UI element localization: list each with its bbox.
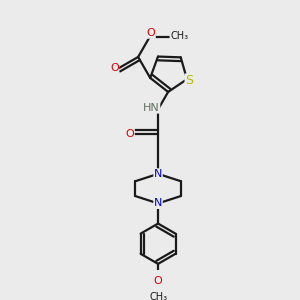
- Text: HN: HN: [143, 103, 160, 113]
- Text: CH₃: CH₃: [170, 31, 188, 41]
- Text: O: O: [154, 276, 162, 286]
- Text: CH₃: CH₃: [149, 292, 168, 300]
- Text: O: O: [146, 28, 155, 38]
- Text: O: O: [110, 63, 119, 74]
- Text: N: N: [154, 198, 162, 208]
- Text: O: O: [125, 129, 134, 139]
- Text: N: N: [154, 169, 162, 179]
- Text: S: S: [185, 74, 193, 87]
